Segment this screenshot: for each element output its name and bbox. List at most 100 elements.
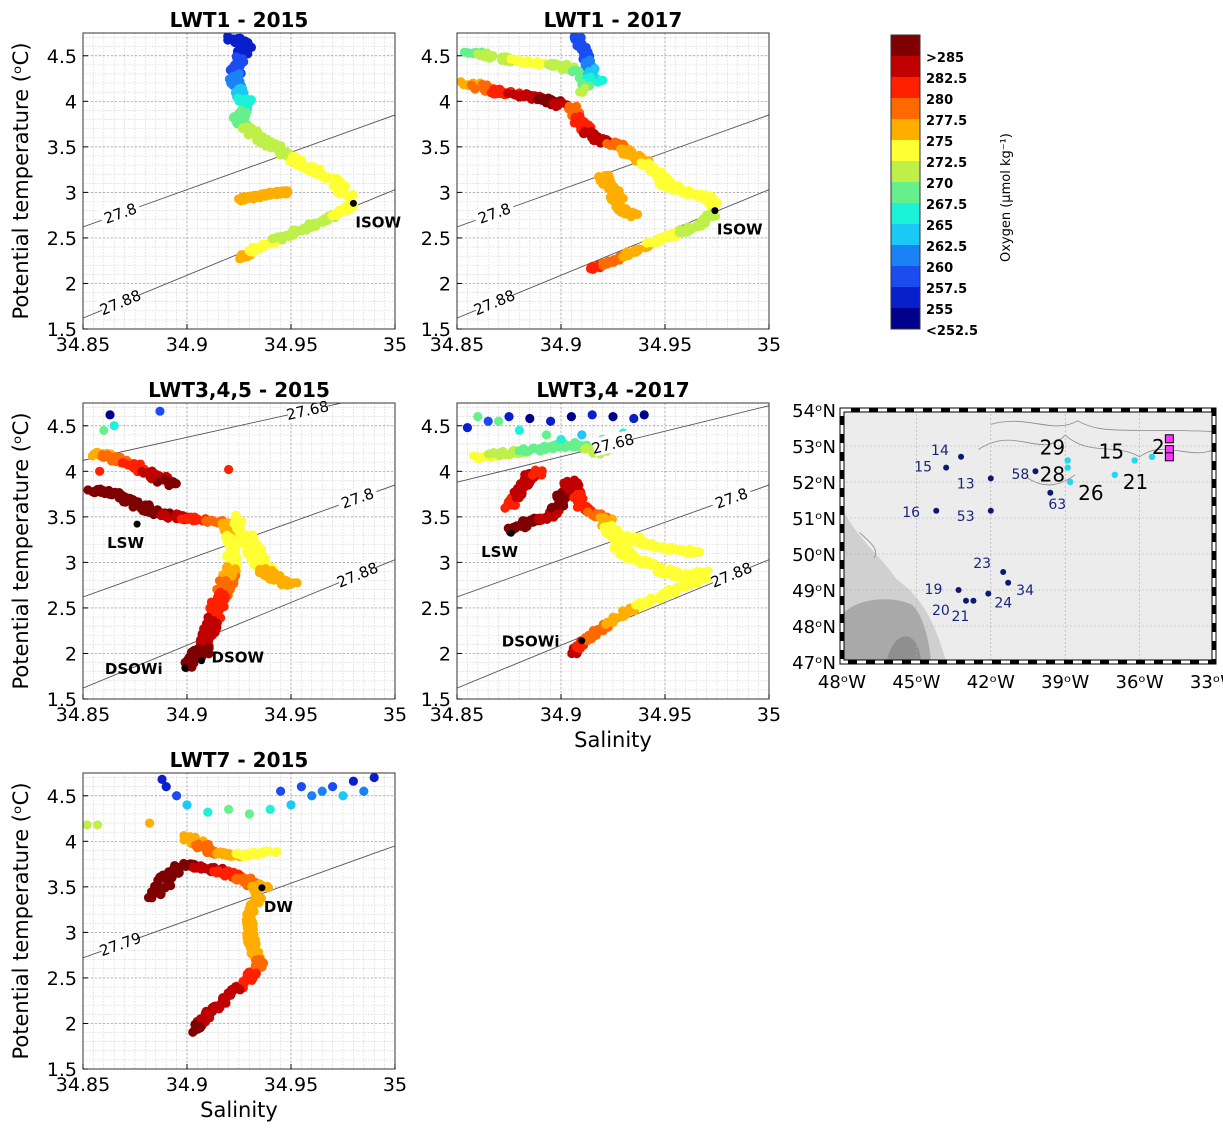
y-tick-label: 1.5: [421, 319, 451, 341]
data-point: [484, 53, 494, 63]
plot-frame: [82, 402, 396, 700]
data-point: [664, 584, 674, 595]
x-tick-label: 35: [757, 704, 781, 726]
colorbar-tick-label: 260: [926, 261, 953, 276]
data-point: [518, 516, 528, 526]
panel-title: LWT1 - 2017: [544, 8, 683, 32]
station-label: 26: [1078, 481, 1103, 505]
data-point: [163, 513, 173, 523]
panel-title: LWT7 - 2015: [170, 748, 309, 772]
station-label: 34: [1016, 583, 1034, 599]
station-label: 14: [931, 443, 949, 459]
data-point: [92, 820, 103, 830]
data-point: [282, 580, 292, 590]
data-points: [83, 773, 379, 1037]
y-tick-label: 2.5: [47, 228, 77, 250]
map-lat-label: 49ᵒN: [792, 581, 836, 602]
data-point: [624, 536, 635, 547]
data-point: [470, 84, 480, 94]
map-lon-label: 39ᵒW: [1041, 672, 1089, 693]
data-point: [530, 465, 541, 475]
data-point: [179, 835, 189, 845]
y-axis-label: Potential temperature (ᵒC): [9, 412, 33, 689]
data-point: [525, 413, 535, 424]
y-tick-label: 1.5: [47, 1059, 77, 1081]
data-point: [244, 809, 254, 819]
station-marker: [1111, 471, 1119, 478]
y-tick-label: 4.5: [47, 46, 77, 68]
water-mass-label: DW: [264, 898, 293, 916]
data-point: [265, 804, 275, 815]
station-marker: [1000, 569, 1007, 575]
station-marker: [987, 475, 994, 482]
station-marker: [958, 453, 965, 460]
data-point: [307, 791, 317, 801]
colorbar-segment: [891, 203, 920, 224]
data-point: [498, 446, 508, 457]
station-label: 2: [1152, 435, 1165, 459]
colorbar-label: Oxygen (μmol kg⁻¹): [999, 133, 1014, 262]
colorbar-segment: [891, 140, 920, 161]
station-marker: [985, 590, 992, 597]
oxygen-colorbar: >285 282.5 280 277.5 275 272.5 270 267.5 265 262.…: [890, 34, 978, 339]
data-point: [534, 58, 545, 69]
station-label: 63: [1048, 497, 1066, 513]
mooring-marker: [1164, 452, 1174, 462]
data-point: [105, 410, 115, 420]
colorbar-tick-label: 255: [926, 303, 953, 318]
station-marker: [955, 587, 962, 593]
data-point: [515, 90, 525, 100]
map-lat-label: 53ᵒN: [792, 437, 836, 458]
x-tick-label: 34.85: [430, 334, 484, 356]
plot-frame: [456, 402, 770, 700]
data-point: [280, 186, 290, 196]
water-mass-label: ISOW: [355, 213, 401, 231]
colorbar-tick-label: 257.5: [926, 282, 967, 297]
y-axis-label: Potential temperature (ᵒC): [9, 782, 33, 1059]
data-point: [577, 430, 587, 440]
data-point: [248, 847, 259, 857]
map-lat-label: 51ᵒN: [792, 509, 836, 530]
data-point: [541, 430, 552, 440]
data-point: [118, 497, 129, 507]
data-point: [309, 218, 319, 228]
data-point: [95, 466, 105, 476]
map-lat-label: 54ᵒN: [792, 401, 836, 422]
colorbar-tick-label: 280: [926, 93, 953, 108]
bathy-deep-bank: [886, 636, 922, 662]
data-point: [266, 143, 276, 153]
water-mass-marker: [349, 199, 357, 207]
water-mass-label: LSW: [107, 534, 144, 552]
data-point: [518, 444, 529, 454]
data-points: [223, 33, 359, 264]
station-marker: [943, 464, 950, 471]
water-mass-marker: [133, 520, 141, 528]
colorbar-segment: [891, 224, 920, 245]
map-lon-label: 48ᵒW: [818, 672, 866, 693]
data-point: [566, 412, 577, 422]
water-mass-label: DSOW: [212, 649, 265, 667]
data-point: [128, 502, 138, 512]
y-tick-label: 2: [439, 273, 451, 295]
station-label: 29: [1040, 435, 1065, 459]
data-point: [514, 425, 525, 435]
y-tick-label: 2.5: [421, 228, 451, 250]
station-label: 15: [914, 460, 932, 476]
station-marker: [1005, 579, 1012, 586]
x-tick-label: 34.9: [166, 704, 208, 726]
station-marker: [987, 507, 994, 514]
map-frame-dash: [840, 408, 1216, 664]
panel-title: LWT3,4,5 - 2015: [148, 378, 330, 402]
y-tick-label: 4: [65, 461, 77, 483]
data-point: [626, 212, 636, 222]
colorbar-tick-label: 267.5: [926, 198, 967, 213]
y-tick-label: 3.5: [47, 507, 77, 529]
data-point: [694, 547, 705, 557]
colorbar-segment: [891, 98, 920, 119]
map-lon-label: 45ᵒW: [892, 672, 940, 693]
station-marker: [1131, 457, 1138, 464]
bathy-contour: [859, 532, 877, 558]
y-tick-label: 4: [65, 91, 77, 113]
